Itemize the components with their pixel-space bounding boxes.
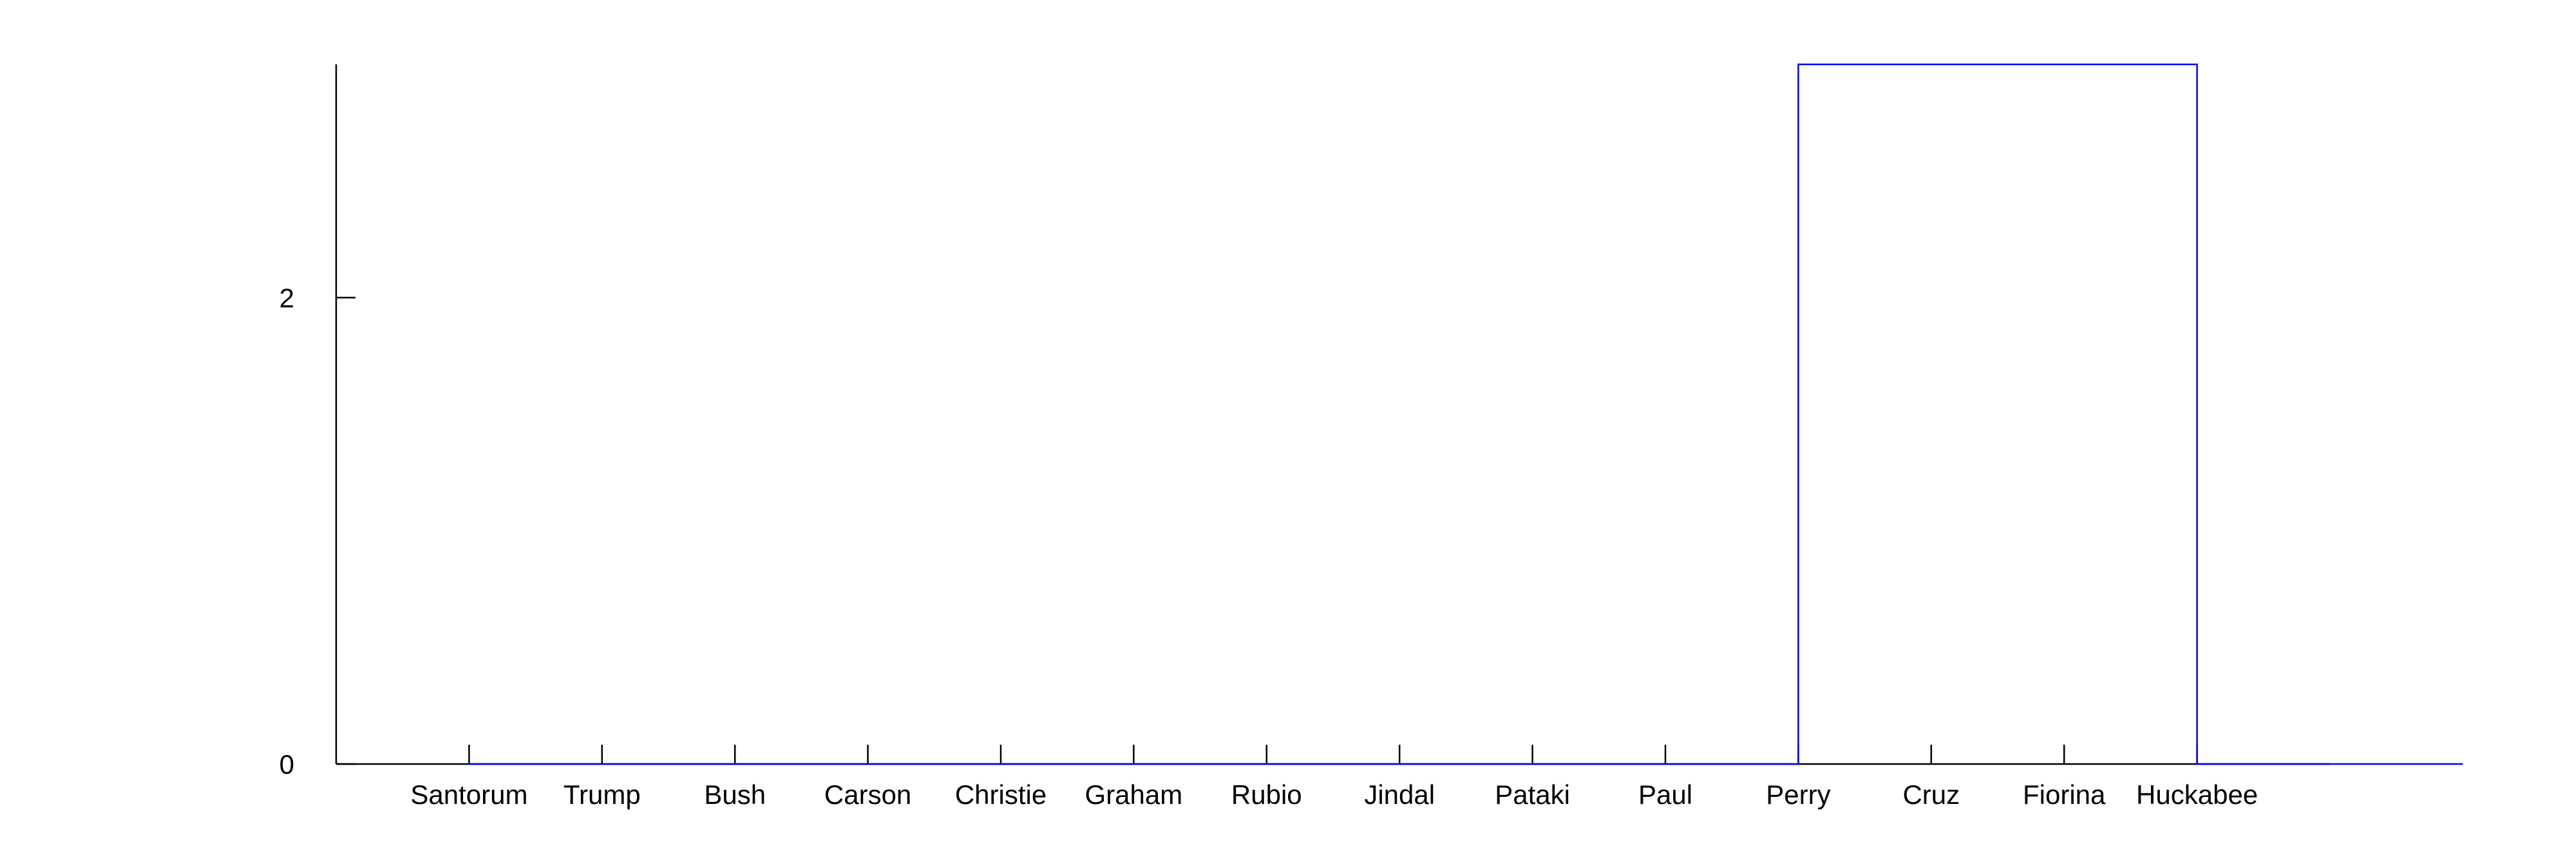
x-tick-label-paul: Paul [1638, 779, 1692, 810]
x-tick-label-fiorina: Fiorina [2023, 779, 2106, 810]
x-tick-label-bush: Bush [704, 779, 766, 810]
x-tick-label-santorum: Santorum [410, 779, 527, 810]
axes [335, 64, 2330, 765]
x-tick-label-graham: Graham [1085, 779, 1183, 810]
x-tick-label-carson: Carson [824, 779, 911, 810]
y-tick-label: 0 [279, 749, 294, 779]
x-tick-label-rubio: Rubio [1231, 779, 1302, 810]
x-tick-label-huckabee: Huckabee [2136, 779, 2258, 810]
y-tick-label: 2 [279, 283, 294, 313]
x-ticks: Santorum Trump Bush Carson Christie Graham Rub… [410, 745, 2258, 810]
x-tick-label-trump: Trump [564, 779, 641, 810]
x-tick-label-perry: Perry [1766, 779, 1830, 810]
x-tick-label-jindal: Jindal [1364, 779, 1435, 810]
series [469, 63, 2463, 765]
y-ticks: 02 [279, 283, 355, 779]
x-tick-label-pataki: Pataki [1495, 779, 1570, 810]
x-tick-label-christie: Christie [955, 779, 1046, 810]
series-step-line [469, 63, 2463, 765]
x-tick-label-cruz: Cruz [1902, 779, 1960, 810]
